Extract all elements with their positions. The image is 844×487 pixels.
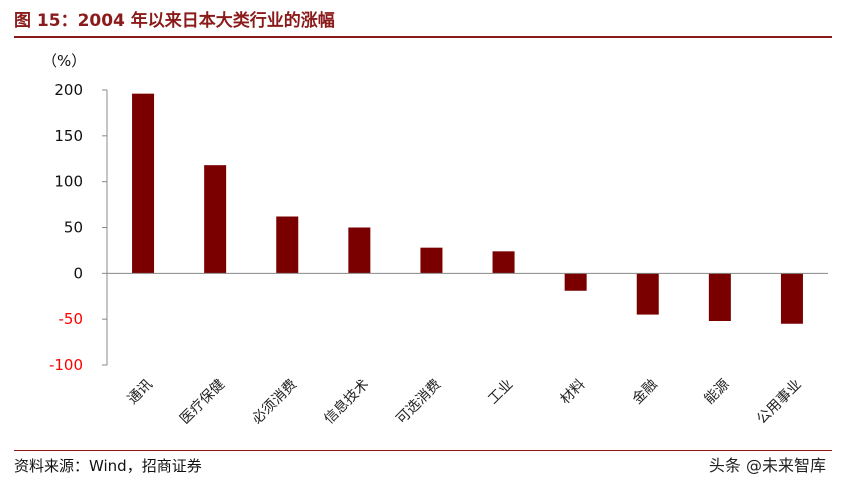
x-category-label: 医疗保健 <box>177 377 228 428</box>
bar <box>420 247 443 274</box>
bar-chart: （%） 200 150 100 50 0 -50 -100 通讯 医疗保健 必须消费 信息技术 可选消费… <box>42 52 828 428</box>
x-category-label: 金融 <box>629 377 660 408</box>
footer-divider <box>14 450 832 451</box>
bar <box>708 273 731 321</box>
y-tick-label: 150 <box>54 127 83 145</box>
y-tick-label: 50 <box>64 219 83 237</box>
x-category-label: 必须消费 <box>249 377 300 428</box>
bar <box>348 227 371 274</box>
y-tick-label: -50 <box>59 310 84 328</box>
bar <box>204 165 227 274</box>
x-category-label: 可选消费 <box>393 377 444 428</box>
title-divider <box>14 36 832 38</box>
y-tick-label: 0 <box>73 264 83 282</box>
y-tick-label: 100 <box>54 173 83 191</box>
x-category-label: 材料 <box>557 377 588 408</box>
y-tick-label: -100 <box>49 356 83 374</box>
bar <box>636 273 659 315</box>
y-axis-unit-label: （%） <box>42 52 86 70</box>
figure-title: 图 15：2004 年以来日本大类行业的涨幅 <box>14 11 335 31</box>
x-category-label: 公用事业 <box>754 377 805 428</box>
bar <box>132 93 155 274</box>
x-category-label: 信息技术 <box>321 376 373 428</box>
x-category-label: 通讯 <box>125 377 156 408</box>
source-note: 资料来源：Wind，招商证券 <box>14 457 202 475</box>
bar <box>276 216 299 274</box>
bar <box>492 251 515 274</box>
bar <box>564 273 587 291</box>
watermark: 头条 @未来智库 <box>708 456 826 475</box>
bar <box>780 273 803 324</box>
y-tick-label: 200 <box>54 81 83 99</box>
x-category-label: 工业 <box>485 377 516 408</box>
x-category-label: 能源 <box>702 377 733 408</box>
